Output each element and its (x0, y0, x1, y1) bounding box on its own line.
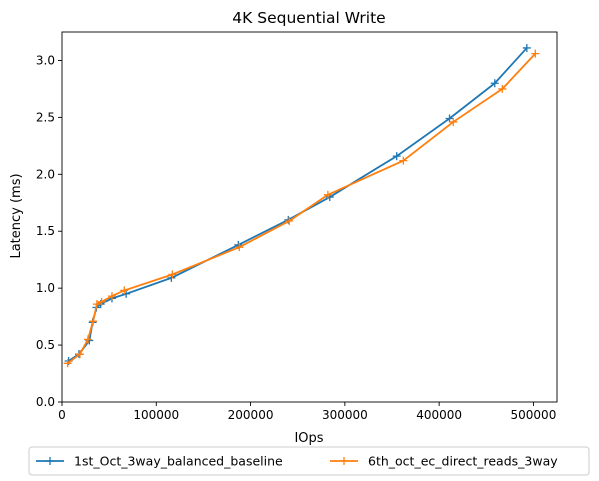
data-point-s1-14 (445, 114, 454, 123)
data-point-s2-7 (107, 292, 116, 301)
data-point-s2-1 (63, 359, 72, 368)
series-line-1 (68, 47, 528, 362)
y-tick-label-1: 0.0 (36, 395, 55, 409)
y-tick-label-3: 1.0 (36, 281, 55, 295)
data-point-s1-16 (522, 43, 531, 52)
data-point-s2-3 (83, 335, 92, 344)
chart-title: 4K Sequential Write (232, 9, 385, 27)
plot-frame (61, 31, 558, 403)
y-tick-label-4: 1.5 (36, 224, 55, 238)
legend: 1st_Oct_3way_balanced_baseline 6th_oct_ec… (28, 446, 590, 476)
data-point-s2-4 (89, 317, 98, 326)
legend-label-2: 6th_oct_ec_direct_reads_3way (368, 454, 558, 469)
legend-label-1: 1st_Oct_3way_balanced_baseline (74, 454, 283, 469)
data-point-s2-9 (168, 270, 177, 279)
data-point-s2-11 (285, 216, 294, 225)
x-tick-label-1: 0 (58, 408, 66, 422)
data-point-s2-10 (235, 243, 244, 252)
data-point-s2-13 (399, 156, 408, 165)
y-tick-label-7: 3.0 (36, 53, 55, 67)
x-axis-label: IOps (294, 431, 323, 446)
y-axis-label: Latency (ms) (9, 173, 24, 258)
series-line-2 (67, 53, 536, 365)
axes-layer: 0 100000 200000 300000 400000 500000 0.0 0.5 1.0… (36, 31, 558, 422)
data-point-s2-5 (92, 300, 101, 309)
legend-box (28, 446, 590, 476)
data-point-s2-2 (75, 350, 84, 359)
data-point-s1-15 (490, 79, 499, 88)
x-tick-label-6: 500000 (511, 408, 557, 422)
y-tick-label-5: 2.0 (36, 167, 55, 181)
series-layer (63, 43, 540, 368)
data-point-s2-12 (323, 190, 332, 199)
y-tick-label-6: 2.5 (36, 110, 55, 124)
legend-marker-1 (46, 457, 54, 465)
x-tick-label-2: 100000 (133, 408, 179, 422)
x-tick-label-4: 300000 (322, 408, 368, 422)
x-tick-label-3: 200000 (228, 408, 274, 422)
data-point-s1-13 (392, 152, 401, 161)
data-point-s1-8 (122, 289, 131, 298)
data-point-s2-6 (97, 297, 106, 306)
data-point-s2-14 (449, 117, 458, 126)
y-tick-label-2: 0.5 (36, 338, 55, 352)
data-point-s2-8 (120, 286, 129, 295)
legend-marker-2 (340, 457, 348, 465)
data-point-s2-16 (531, 49, 540, 58)
data-point-s2-15 (498, 84, 507, 93)
x-tick-label-5: 400000 (416, 408, 462, 422)
